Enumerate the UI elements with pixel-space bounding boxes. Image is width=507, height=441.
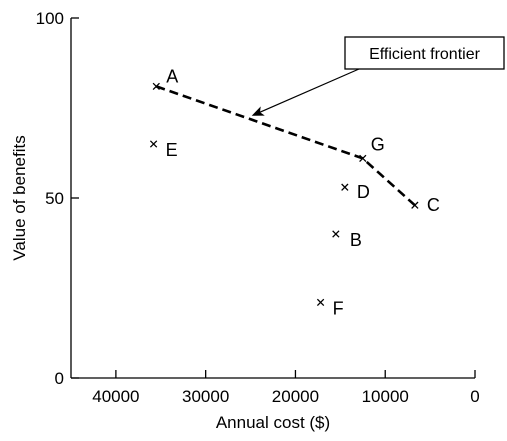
point-marker-d	[342, 184, 348, 190]
annotation-label: Efficient frontier	[369, 46, 481, 63]
point-label-a: A	[166, 66, 178, 86]
y-tick-label: 0	[55, 369, 64, 388]
y-axis-title: Value of benefits	[10, 135, 29, 260]
point-label-e: E	[166, 140, 178, 160]
point-label-c: C	[427, 195, 440, 215]
point-label-d: D	[357, 182, 370, 202]
x-tick-label: 20000	[272, 387, 319, 406]
x-tick-label: 0	[470, 387, 479, 406]
x-tick-label: 40000	[92, 387, 139, 406]
point-marker-b	[333, 231, 339, 237]
y-tick-label: 50	[45, 189, 64, 208]
y-tick-label: 100	[36, 9, 64, 28]
point-marker-f	[317, 299, 323, 305]
point-marker-c	[412, 202, 418, 208]
point-label-b: B	[350, 230, 362, 250]
point-label-f: F	[333, 298, 344, 318]
point-marker-e	[150, 141, 156, 147]
x-axis-title: Annual cost ($)	[216, 413, 330, 432]
x-tick-label: 30000	[182, 387, 229, 406]
x-tick-label: 10000	[362, 387, 409, 406]
annotation-arrow	[254, 69, 359, 115]
point-label-g: G	[371, 134, 385, 154]
